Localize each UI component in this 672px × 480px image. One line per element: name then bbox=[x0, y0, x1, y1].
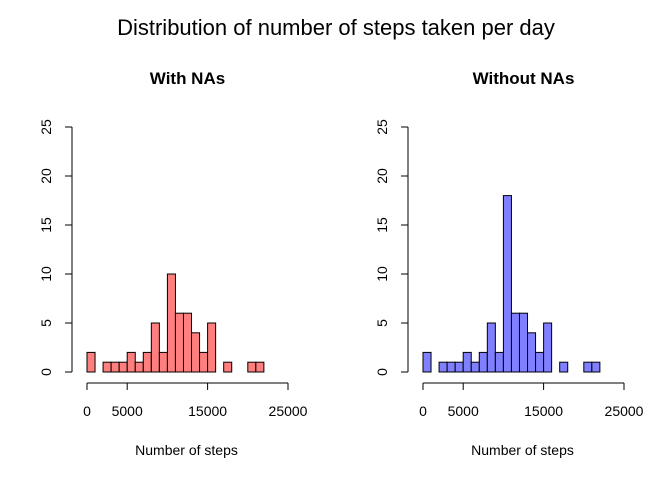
y-tick-label: 15 bbox=[38, 217, 54, 233]
y-tick-label: 20 bbox=[374, 168, 390, 184]
histogram-bar bbox=[535, 351, 545, 373]
histogram-bar bbox=[478, 351, 488, 373]
histogram-bar bbox=[591, 361, 601, 373]
histogram-bar bbox=[454, 361, 464, 373]
y-tick-label: 15 bbox=[374, 217, 390, 233]
figure-title: Distribution of number of steps taken pe… bbox=[117, 15, 555, 40]
histogram-panel-2: Without NAs 0 5000 15000 25000 0 5 10 15 20 25 Numb… bbox=[374, 69, 644, 458]
histogram-bar bbox=[486, 322, 496, 373]
histogram-bar bbox=[494, 351, 504, 373]
histogram-bar bbox=[102, 361, 112, 373]
histogram-bar bbox=[470, 361, 480, 373]
histogram-bar bbox=[191, 332, 201, 373]
histogram-bar bbox=[559, 361, 569, 373]
x-axis-label: Number of steps bbox=[471, 442, 574, 458]
histogram-bar bbox=[86, 351, 96, 373]
histogram-bar bbox=[543, 322, 553, 373]
histogram-bar bbox=[446, 361, 456, 373]
y-tick-label: 10 bbox=[38, 266, 54, 282]
histogram-bar bbox=[174, 312, 184, 373]
histogram-bar bbox=[126, 351, 136, 373]
panel-title: Without NAs bbox=[473, 69, 575, 88]
histogram-bar bbox=[583, 361, 593, 373]
histogram-bar bbox=[502, 195, 512, 373]
histogram-bar bbox=[158, 351, 168, 373]
histogram-bar bbox=[510, 312, 520, 373]
histogram-bar bbox=[462, 351, 472, 373]
histogram-bar bbox=[166, 273, 176, 373]
histogram-bar bbox=[223, 361, 233, 373]
x-tick-label: 15000 bbox=[524, 403, 563, 419]
histogram-bar bbox=[422, 351, 432, 373]
x-tick-label: 15000 bbox=[188, 403, 227, 419]
histogram-panel-1: With NAs 0 5000 15000 25000 0 5 10 15 20 25 Number … bbox=[38, 69, 308, 458]
y-tick-label: 10 bbox=[374, 266, 390, 282]
histogram-bar bbox=[527, 332, 537, 373]
x-tick-label: 0 bbox=[83, 403, 91, 419]
histogram-bar bbox=[150, 322, 160, 373]
x-tick-label: 5000 bbox=[112, 403, 143, 419]
x-tick-label: 25000 bbox=[605, 403, 644, 419]
x-tick-label: 25000 bbox=[269, 403, 308, 419]
y-tick-label: 0 bbox=[38, 368, 54, 376]
histogram-bar bbox=[247, 361, 257, 373]
histogram-bar bbox=[118, 361, 128, 373]
y-tick-label: 5 bbox=[374, 319, 390, 327]
histogram-bar bbox=[182, 312, 193, 373]
x-tick-label: 5000 bbox=[448, 403, 479, 419]
y-tick-label: 20 bbox=[38, 168, 54, 184]
y-tick-label: 25 bbox=[374, 119, 390, 135]
histogram-bar bbox=[438, 361, 448, 373]
y-tick-label: 5 bbox=[38, 319, 54, 327]
histogram-bar bbox=[134, 361, 144, 373]
histogram-bar bbox=[255, 361, 265, 373]
x-tick-label: 0 bbox=[419, 403, 427, 419]
histogram-bar bbox=[207, 322, 217, 373]
histogram-bar bbox=[199, 351, 209, 373]
y-tick-label: 0 bbox=[374, 368, 390, 376]
histogram-bar bbox=[518, 312, 529, 373]
y-tick-label: 25 bbox=[38, 119, 54, 135]
histogram-bar bbox=[142, 351, 152, 373]
panel-title: With NAs bbox=[150, 69, 225, 88]
histogram-bar bbox=[110, 361, 120, 373]
x-axis-label: Number of steps bbox=[135, 442, 238, 458]
